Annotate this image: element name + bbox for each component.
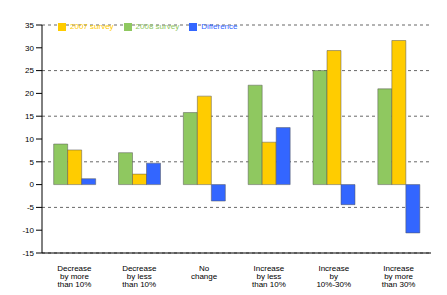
html-text:2008 survey: 2008 survey (135, 22, 180, 31)
svg-text:10: 10 (25, 135, 34, 144)
svg-text:5: 5 (30, 158, 35, 167)
svg-text:15: 15 (25, 112, 34, 121)
svg-text:35: 35 (25, 21, 34, 30)
html-text:Difference: Difference (201, 22, 238, 31)
svg-text:0: 0 (30, 180, 35, 189)
svg-text:-5: -5 (27, 203, 35, 212)
svg-text:Increaseby lessthan 10%: Increaseby lessthan 10% (252, 264, 286, 287)
svg-text:Nochange: Nochange (191, 264, 218, 281)
svg-text:25: 25 (25, 66, 34, 75)
svg-text:20: 20 (25, 89, 34, 98)
svg-text:-10: -10 (22, 226, 34, 235)
svg-text:Increaseby10%-30%: Increaseby10%-30% (316, 264, 351, 287)
html-text:2007 survey: 2007 survey (70, 22, 114, 31)
svg-text:Decreaseby morethan 10%: Decreaseby morethan 10% (57, 264, 92, 287)
svg-text:Decreaseby lessthan 10%: Decreaseby lessthan 10% (122, 264, 157, 287)
svg-text:30: 30 (25, 44, 34, 53)
svg-text:-15: -15 (22, 249, 34, 258)
svg-text:Increaseby morethan 30%: Increaseby morethan 30% (382, 264, 416, 287)
